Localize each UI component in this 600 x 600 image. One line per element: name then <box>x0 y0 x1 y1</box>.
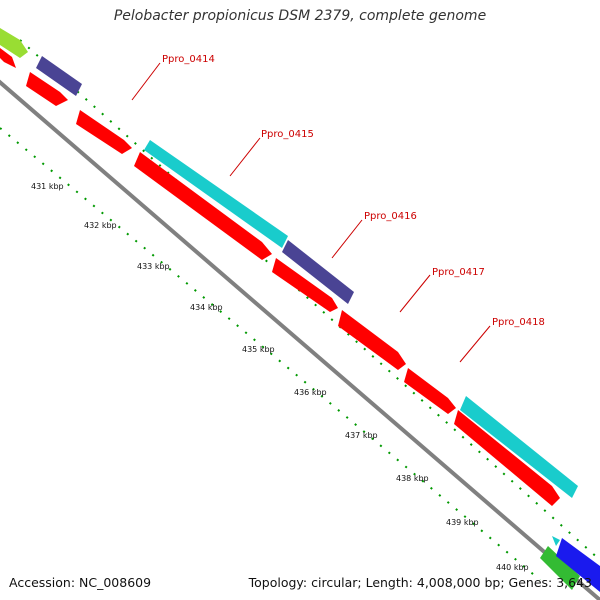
red-cds-3 <box>134 152 272 260</box>
blue-feature <box>556 538 600 592</box>
navy-feature-1 <box>36 56 82 96</box>
teal-feature-2 <box>460 396 578 498</box>
scale-tick-label: 439 kbp <box>446 518 479 527</box>
cyan-marker <box>552 536 560 546</box>
scale-tick-label: 434 kbp <box>190 303 223 312</box>
red-cds-2 <box>76 110 132 154</box>
lime-feature <box>0 28 28 58</box>
gene-label-ppro-0414: Ppro_0414 <box>162 54 215 65</box>
scale-tick-label: 438 kbp <box>396 474 429 483</box>
scale-tick-label: 437 kbp <box>345 431 378 440</box>
outer-tick-track <box>19 39 600 561</box>
gene-label-ppro-0416: Ppro_0416 <box>364 211 417 222</box>
scale-tick-label: 431 kbp <box>31 182 64 191</box>
scale-tick-label: 435 kbp <box>242 345 275 354</box>
scale-tick-label: 432 kbp <box>84 221 117 230</box>
red-feature-partial <box>0 48 16 68</box>
genome-backbone <box>0 79 600 600</box>
gene-label-ppro-0415: Ppro_0415 <box>261 129 314 140</box>
green-feature <box>540 546 580 590</box>
inner-scale-track <box>0 127 541 581</box>
topology-summary-text: Topology: circular; Length: 4,008,000 bp… <box>248 575 592 590</box>
red-cds-5 <box>338 310 406 370</box>
navy-feature-2 <box>282 240 354 304</box>
red-cds-6 <box>404 368 456 414</box>
red-cds-4 <box>272 258 338 312</box>
scale-tick-label: 433 kbp <box>137 262 170 271</box>
map-title: Pelobacter propionicus DSM 2379, complet… <box>113 8 487 24</box>
red-cds-7 <box>454 410 560 506</box>
gene-leader-lines <box>131 62 491 363</box>
accession-text: Accession: NC_008609 <box>9 575 152 590</box>
gene-label-ppro-0418: Ppro_0418 <box>492 317 545 328</box>
scale-tick-label: 436 kbp <box>294 388 327 397</box>
teal-feature-1 <box>144 140 288 248</box>
red-cds-1 <box>26 72 68 106</box>
scale-tick-label: 440 kbp <box>496 563 529 572</box>
gene-label-ppro-0417: Ppro_0417 <box>432 267 485 278</box>
